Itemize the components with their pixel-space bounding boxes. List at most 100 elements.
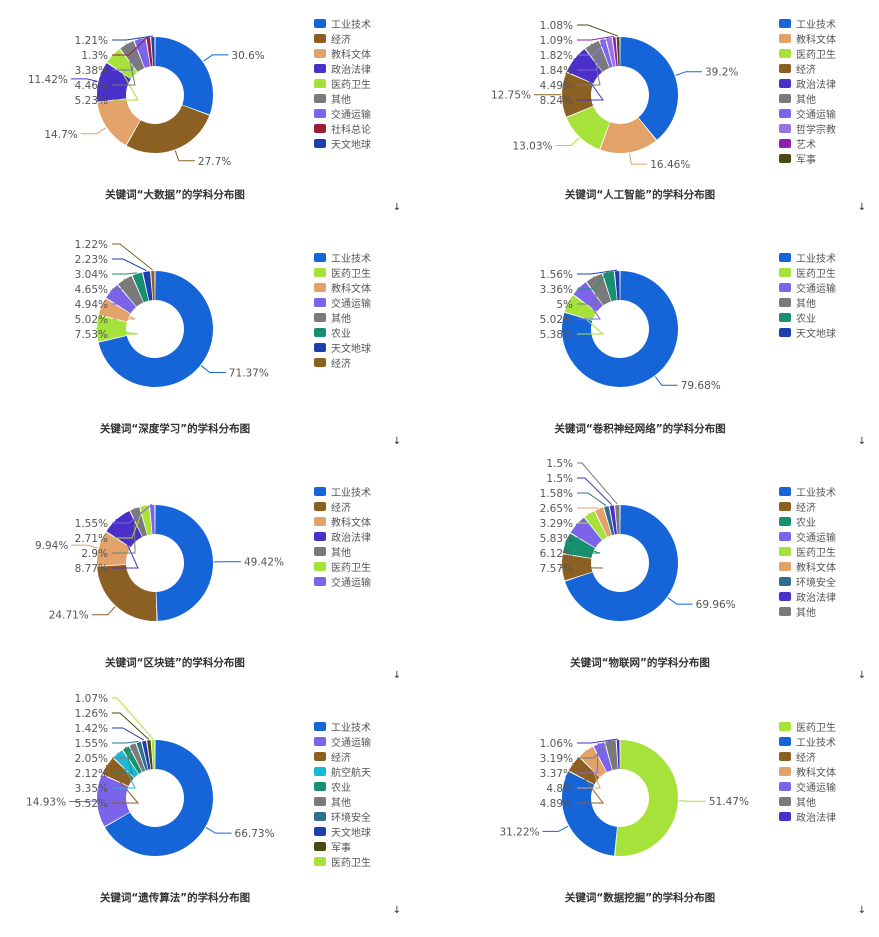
legend-item[interactable]: 教科文体 [314,48,371,61]
legend-item[interactable]: 农业 [779,312,816,325]
legend-label: 天文地球 [796,327,836,340]
legend-item[interactable]: 工业技术 [314,486,371,499]
legend-item[interactable]: 医药卫生 [314,856,371,869]
legend-swatch [314,79,326,88]
pie-slice[interactable] [127,105,210,153]
label-leader-line [201,366,226,373]
pie-chart-panel: 71.37%7.53%5.02%4.94%4.65%3.04%2.23%1.22… [0,234,440,468]
download-arrow-icon[interactable]: ↓ [858,202,866,213]
legend-item[interactable]: 交通运输 [779,531,836,544]
legend-item[interactable]: 艺术 [779,139,816,151]
legend-item[interactable]: 教科文体 [314,282,371,295]
download-arrow-icon[interactable]: ↓ [858,436,866,447]
download-arrow-icon[interactable]: ↓ [858,670,866,681]
legend-label: 农业 [331,327,351,340]
legend-item[interactable]: 政治法律 [779,591,836,604]
legend-item[interactable]: 哲学宗教 [779,123,836,136]
legend-item[interactable]: 其他 [314,312,351,325]
legend-swatch [314,797,326,806]
legend-item[interactable]: 天文地球 [314,342,371,355]
legend-item[interactable]: 政治法律 [314,531,371,544]
legend-label: 政治法律 [331,63,371,76]
legend-item[interactable]: 其他 [779,796,816,809]
legend-item[interactable]: 经济 [314,501,351,514]
legend-swatch [314,722,326,731]
legend-item[interactable]: 教科文体 [779,561,836,574]
legend-item[interactable]: 交通运输 [314,297,371,310]
slice-value-label: 11.42% [28,74,68,86]
legend-item[interactable]: 医药卫生 [779,48,836,61]
legend-item[interactable]: 环境安全 [779,576,836,589]
legend-label: 政治法律 [796,78,836,91]
legend-item[interactable]: 经济 [779,751,816,764]
legend-item[interactable]: 经济 [779,501,816,514]
download-arrow-icon[interactable]: ↓ [858,905,866,916]
legend-label: 医药卫生 [796,48,836,61]
legend-item[interactable]: 其他 [314,796,351,809]
download-arrow-icon[interactable]: ↓ [393,436,401,447]
legend-item[interactable]: 交通运输 [314,576,371,589]
pie-slice[interactable] [155,37,213,114]
legend-item[interactable]: 环境安全 [314,811,371,824]
legend-item[interactable]: 航空航天 [314,766,371,779]
legend-item[interactable]: 教科文体 [314,516,371,529]
pie-chart-panel: 79.68%5.38%5.02%5%3.36%1.56%工业技术医药卫生交通运输… [465,234,879,468]
download-arrow-icon[interactable]: ↓ [393,905,401,916]
legend-item[interactable]: 其他 [779,606,816,619]
label-leader-line [206,828,232,834]
pie-slice[interactable] [615,740,678,856]
download-arrow-icon[interactable]: ↓ [393,202,401,213]
legend-item[interactable]: 医药卫生 [314,561,371,574]
legend-item[interactable]: 农业 [314,327,351,340]
legend-swatch [314,298,326,307]
slice-value-label: 1.09% [540,35,573,47]
legend-item[interactable]: 工业技术 [779,736,836,749]
legend-item[interactable]: 军事 [779,153,816,166]
donut-chart: 49.42%24.71%9.94%8.77%2.9%2.71%1.55%工业技术… [0,468,440,702]
legend-swatch [779,767,791,776]
legend-item[interactable]: 其他 [779,93,816,106]
legend-item[interactable]: 交通运输 [314,108,371,121]
legend-item[interactable]: 工业技术 [314,721,371,734]
legend-item[interactable]: 工业技术 [314,18,371,31]
legend-item[interactable]: 教科文体 [779,766,836,779]
legend-item[interactable]: 政治法律 [314,63,371,76]
legend-item[interactable]: 工业技术 [314,252,371,265]
legend-swatch [314,19,326,28]
legend-item[interactable]: 政治法律 [779,811,836,824]
legend-item[interactable]: 经济 [314,357,351,370]
legend-item[interactable]: 交通运输 [779,108,836,121]
legend-item[interactable]: 农业 [779,516,816,529]
legend-swatch [314,94,326,103]
legend-item[interactable]: 社科总论 [314,123,371,136]
legend-item[interactable]: 天文地球 [314,138,371,151]
legend-item[interactable]: 医药卫生 [779,267,836,280]
legend-item[interactable]: 农业 [314,781,351,794]
download-arrow-icon[interactable]: ↓ [393,670,401,681]
legend-item[interactable]: 医药卫生 [314,267,371,280]
legend-item[interactable]: 天文地球 [314,826,371,839]
legend-item[interactable]: 医药卫生 [779,721,836,734]
legend-item[interactable]: 经济 [314,751,351,764]
legend-item[interactable]: 交通运输 [779,781,836,794]
legend-swatch [779,49,791,58]
pie-slice[interactable] [155,505,213,621]
legend-item[interactable]: 工业技术 [779,252,836,265]
legend-item[interactable]: 政治法律 [779,78,836,91]
legend-item[interactable]: 医药卫生 [779,546,836,559]
legend-item[interactable]: 天文地球 [779,327,836,340]
legend-item[interactable]: 其他 [779,297,816,310]
legend-item[interactable]: 交通运输 [779,282,836,295]
legend-item[interactable]: 交通运输 [314,736,371,749]
legend-item[interactable]: 其他 [314,546,351,559]
legend-item[interactable]: 工业技术 [779,486,836,499]
legend-item[interactable]: 经济 [779,63,816,76]
slice-value-label: 1.58% [540,488,573,500]
legend-item[interactable]: 医药卫生 [314,78,371,91]
legend-item[interactable]: 经济 [314,33,351,46]
legend-item[interactable]: 军事 [314,841,351,854]
slice-value-label: 2.05% [75,753,108,765]
legend-item[interactable]: 教科文体 [779,33,836,46]
legend-item[interactable]: 工业技术 [779,18,836,31]
legend-item[interactable]: 其他 [314,93,351,106]
